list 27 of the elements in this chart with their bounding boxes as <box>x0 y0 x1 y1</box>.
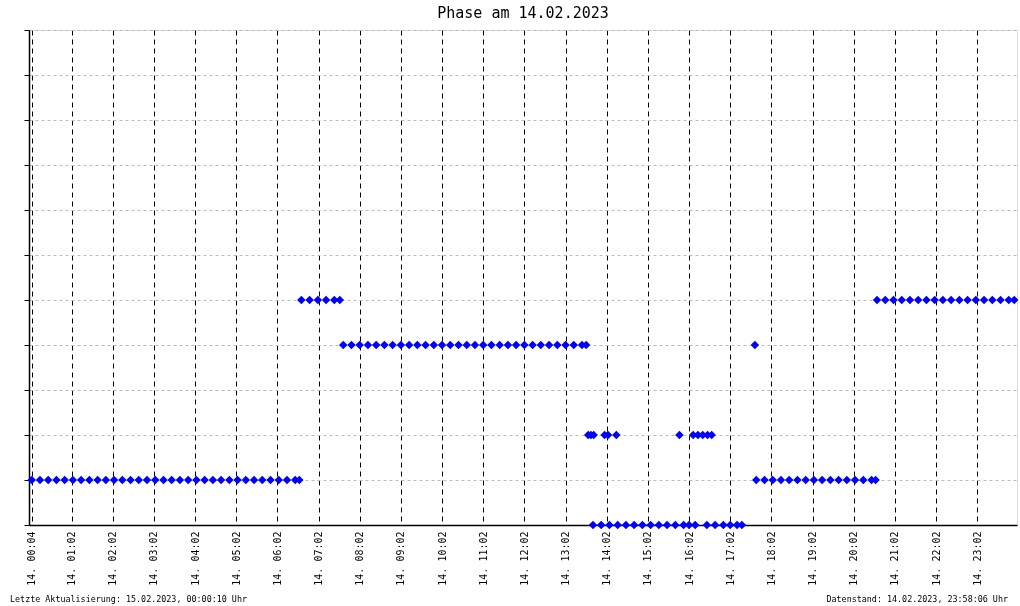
x-tick-label: 14. 19:02 <box>807 531 819 586</box>
x-tick-label: 14. 10:02 <box>436 531 448 586</box>
x-tick-label: 14. 00:04 <box>26 531 38 586</box>
x-tick-label: 14. 12:02 <box>518 531 530 586</box>
x-tick-label: 14. 21:02 <box>889 531 901 586</box>
text: Datenstand: 14.02.2023, 23:58:06 Uhr <box>826 594 1008 604</box>
x-tick-label: 14. 14:02 <box>601 531 613 586</box>
x-tick-label: 14. 11:02 <box>477 531 489 586</box>
x-tick-label: 14. 07:02 <box>313 531 325 586</box>
x-tick-label: 14. 13:02 <box>560 531 572 586</box>
x-tick-label: 14. 15:02 <box>642 531 654 586</box>
x-tick-label: 14. 05:02 <box>230 531 242 586</box>
x-tick-label: 14. 17:02 <box>724 531 736 586</box>
x-tick-label: 14. 04:02 <box>189 531 201 586</box>
text: Letzte Aktualisierung: 15.02.2023, 00:00:10 Uhr <box>10 594 247 604</box>
x-tick-label: 14. 18:02 <box>765 531 777 586</box>
x-tick-label: 14. 20:02 <box>848 531 860 586</box>
x-tick-label: 14. 06:02 <box>271 531 283 586</box>
chart-title: Phase am 14.02.2023 <box>437 3 609 22</box>
x-tick-label: 14. 16:02 <box>683 531 695 586</box>
x-tick-label: 14. 01:02 <box>66 531 78 586</box>
x-tick-label: 14. 08:02 <box>354 531 366 586</box>
x-tick-label: 14. 09:02 <box>395 531 407 586</box>
x-tick-label: 14. 22:02 <box>930 531 942 586</box>
x-tick-label: 14. 03:02 <box>148 531 160 586</box>
x-tick-label: 14. 02:02 <box>107 531 119 586</box>
x-tick-label: 14. 23:02 <box>971 531 983 586</box>
